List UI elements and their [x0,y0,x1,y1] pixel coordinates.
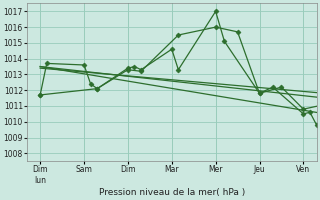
X-axis label: Pression niveau de la mer( hPa ): Pression niveau de la mer( hPa ) [99,188,245,197]
